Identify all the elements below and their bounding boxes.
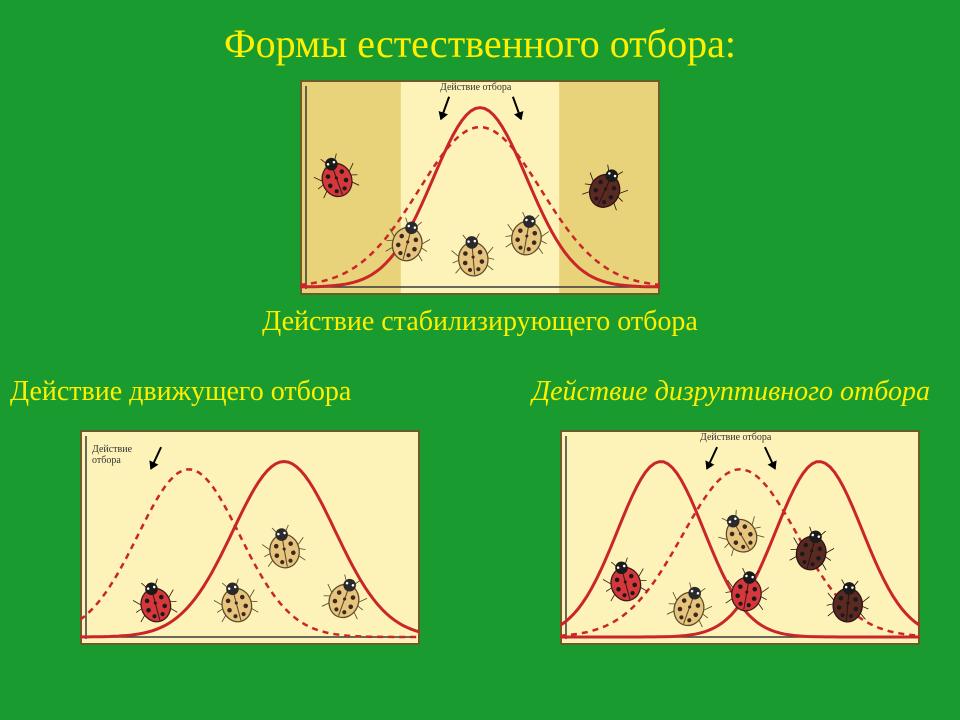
ladybug-icon: [324, 576, 366, 620]
ladybug-icon: [791, 528, 833, 572]
ladybug-icon: [669, 584, 711, 628]
chart-inner-label: Действие отбора: [700, 432, 771, 443]
ladybug-icon: [134, 580, 176, 624]
label-stabilizing: Действие стабилизирующего отбора: [0, 306, 960, 338]
ladybug-icon: [263, 526, 305, 570]
chart-inner-label: Действие отбора: [92, 444, 132, 466]
chart-inner-label: Действие отбора: [440, 82, 511, 93]
main-title: Формы естественного отбора:: [0, 20, 960, 67]
chart-disruptive: Действие отбора: [560, 430, 920, 645]
chart-stabilizing: Действие отбора: [300, 80, 660, 295]
label-directional: Действие движущего отбора: [10, 376, 351, 408]
page: Формы естественного отбора: Действие отб…: [0, 0, 960, 720]
ladybug-icon: [215, 580, 257, 624]
ladybug-icon: [452, 234, 494, 278]
label-disruptive: Действие дизруптивного отбора: [532, 376, 930, 408]
chart-directional: Действие отбора: [80, 430, 420, 645]
ladybug-icon: [726, 569, 768, 613]
ladybug-icon: [585, 166, 627, 210]
ladybug-icon: [506, 213, 548, 257]
ladybug-icon: [827, 580, 869, 624]
ladybug-icon: [719, 511, 761, 555]
ladybug-icon: [387, 219, 429, 263]
ladybug-icon: [315, 155, 357, 199]
ladybug-icon: [604, 559, 646, 603]
